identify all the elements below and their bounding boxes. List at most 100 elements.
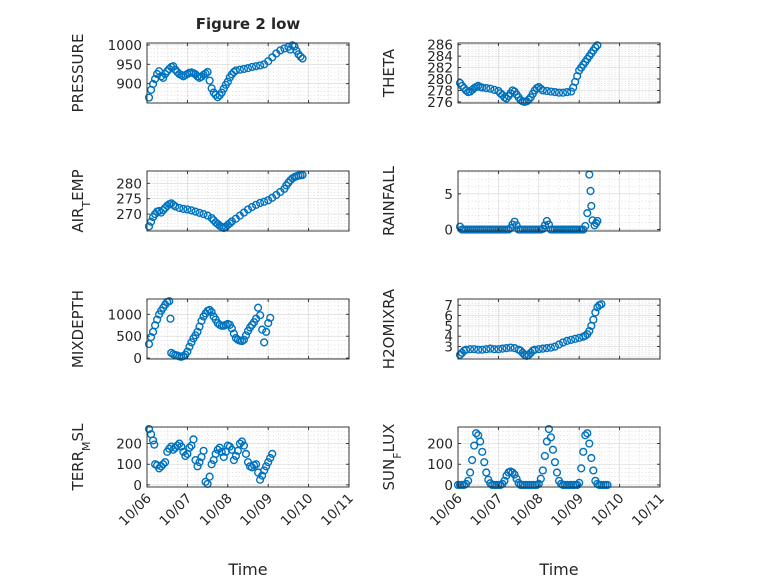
data-point: [466, 345, 475, 354]
y-tick-label: 100: [116, 457, 142, 473]
data-point: [510, 470, 519, 479]
data-point: [205, 305, 214, 315]
data-point: [571, 334, 580, 343]
data-point: [457, 81, 467, 90]
y-axis-label: RAINFALL: [380, 165, 398, 236]
data-point: [254, 303, 263, 312]
y-tick-label: 500: [116, 329, 142, 345]
data-point: [603, 480, 612, 490]
data-point: [144, 340, 154, 349]
data-point: [256, 61, 265, 70]
data-point: [193, 462, 202, 471]
data-point: [225, 219, 234, 228]
y-tick-label: 6: [444, 309, 453, 325]
data-point: [482, 468, 491, 477]
data-point: [256, 475, 265, 484]
data-point: [223, 77, 232, 86]
data-point: [233, 446, 243, 455]
data-point: [552, 468, 562, 477]
data-point: [268, 449, 277, 459]
y-tick-label: 286: [427, 38, 453, 54]
data-point: [207, 213, 216, 223]
data-point: [215, 443, 224, 452]
y-tick-label: 4: [444, 329, 453, 345]
data-point: [567, 87, 576, 96]
x-tick-label: 10/10: [589, 491, 628, 530]
data-point: [550, 458, 560, 467]
data-point: [207, 308, 216, 317]
axes-box: [146, 42, 350, 104]
data-point: [169, 445, 178, 454]
y-tick-label: 284: [427, 49, 453, 65]
data-point: [235, 439, 245, 448]
data-point: [538, 86, 547, 95]
data-point: [213, 93, 222, 102]
data-point: [298, 54, 307, 63]
data-point: [589, 315, 598, 324]
data-point: [581, 431, 590, 440]
data-point: [482, 84, 491, 93]
y-tick-label: 0: [444, 223, 453, 239]
data-point: [241, 449, 251, 459]
data-point: [185, 443, 194, 452]
data-point: [550, 342, 560, 351]
data-point: [171, 65, 180, 74]
data-point: [256, 198, 265, 208]
data-point: [181, 451, 190, 461]
data-point: [243, 205, 253, 214]
data-point: [591, 308, 600, 317]
data-point: [165, 297, 174, 306]
data-point: [185, 342, 194, 351]
y-tick-label: 1000: [108, 38, 142, 54]
data-point: [502, 94, 511, 103]
data-point: [540, 451, 549, 461]
data-point: [474, 345, 483, 354]
data-point: [177, 442, 186, 451]
data-point: [266, 313, 275, 322]
y-tick-label: 200: [427, 437, 453, 453]
plot-area: [458, 299, 660, 359]
data-point: [587, 453, 596, 463]
subplot-sun_flux: 0 100 200 SUNFLUX 10/06 10/07 10/08 10/09 10/10 1…: [380, 424, 668, 579]
data-point: [554, 340, 564, 349]
x-tick-label: 10/06: [427, 491, 466, 530]
y-tick-label: 950: [116, 57, 142, 73]
data-point: [461, 86, 471, 95]
plot-area: [458, 171, 660, 231]
data-point: [264, 458, 273, 467]
data-point: [150, 440, 159, 449]
data-point: [159, 205, 168, 215]
data-point: [219, 84, 228, 93]
data-point: [191, 207, 200, 216]
data-point: [490, 345, 499, 354]
data-point: [508, 468, 517, 477]
data-point: [260, 197, 269, 206]
data-point: [166, 314, 175, 323]
data-point: [586, 186, 595, 196]
data-point: [258, 325, 267, 334]
y-tick-label: 280: [427, 72, 453, 88]
data-point: [189, 435, 198, 444]
data-point: [524, 350, 533, 359]
data-point: [538, 466, 547, 475]
axes-box: [457, 42, 661, 104]
data-point: [146, 217, 156, 226]
data-point: [195, 208, 204, 217]
plot-area: [147, 171, 349, 231]
data-point: [241, 331, 251, 340]
data-point: [542, 344, 551, 353]
data-point: [482, 345, 491, 354]
chart-title: Figure 2 low: [196, 15, 301, 33]
y-axis-label: AIRTEMP: [69, 169, 93, 232]
data-point: [472, 429, 481, 438]
data-point: [506, 343, 515, 352]
data-point: [544, 424, 554, 434]
axes-box: [457, 298, 661, 360]
y-tick-label: 278: [427, 83, 453, 99]
data-point: [585, 439, 594, 448]
axes-box: [146, 170, 350, 232]
data-point: [258, 471, 267, 480]
data-point: [213, 445, 222, 454]
data-point: [264, 196, 273, 205]
